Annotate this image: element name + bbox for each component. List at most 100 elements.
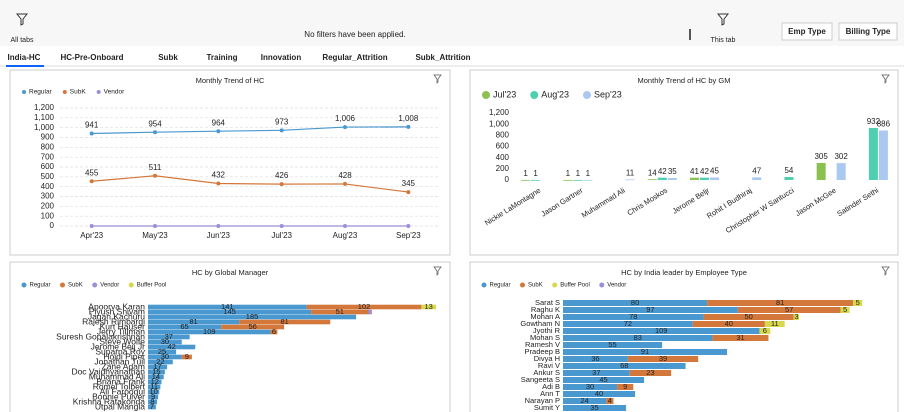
tab[interactable]: Innovation: [261, 53, 302, 62]
legend-marker: [599, 282, 605, 288]
chart-title: HC by India leader by Employee Type: [621, 268, 747, 277]
bar-segment: [606, 398, 614, 404]
y-tick-label: Adi B: [542, 382, 560, 391]
y-tick-label: 800: [41, 142, 55, 151]
filter-icon: [881, 74, 890, 84]
filter-icon[interactable]: [15, 13, 29, 26]
panel: [469, 69, 899, 256]
bar-segment: [563, 363, 686, 369]
y-tick-label: 600: [496, 142, 510, 151]
bar: [667, 178, 677, 180]
y-tick-label: Jerome Beij Jr: [91, 341, 145, 351]
filter-message: No filters have been applied.: [304, 30, 405, 39]
data-label: 941: [85, 121, 99, 130]
data-label: 37: [165, 332, 173, 341]
y-tick-label: Ankur S: [533, 368, 560, 377]
y-tick-label: 1,000: [489, 119, 510, 128]
all-tabs-label[interactable]: All tabs: [11, 37, 34, 44]
data-label: 81: [281, 317, 289, 326]
legend-marker: [481, 282, 487, 288]
data-label: 109: [655, 326, 668, 335]
y-tick-label: 400: [41, 182, 55, 191]
bar-segment: [148, 394, 159, 400]
chart-title: HC by Global Manager: [192, 268, 269, 277]
bar: [531, 179, 541, 181]
data-label: 97: [646, 305, 654, 314]
point: [279, 128, 284, 133]
y-tick-label: 200: [496, 164, 510, 173]
data-label: 345: [402, 179, 416, 188]
bar-segment: [563, 391, 636, 397]
bar-segment: [181, 354, 192, 360]
data-label: 886: [877, 120, 891, 129]
bar-segment: [148, 329, 271, 335]
legend-label: Regular: [490, 283, 511, 289]
data-label: 81: [776, 298, 784, 307]
y-tick-label: Jerry Tillman: [97, 326, 145, 336]
y-tick-label: Sarat S: [535, 298, 560, 307]
y-tick-label: Jonathan Tuil: [94, 356, 145, 366]
point: [216, 224, 221, 228]
filter-bar: [0, 0, 904, 46]
bar-segment: [368, 309, 372, 315]
y-tick-label: 1,100: [34, 113, 55, 122]
button[interactable]: [838, 22, 898, 41]
bar: [573, 179, 583, 181]
legend-marker: [92, 282, 98, 288]
tab[interactable]: HC-Pre-Onboard: [60, 53, 123, 62]
y-tick-label: 400: [496, 153, 510, 162]
bar-segment: [148, 399, 157, 405]
bar-segment: [563, 356, 628, 362]
data-label: 91: [641, 347, 649, 356]
this-tab-label[interactable]: This tab: [711, 37, 736, 44]
button-label[interactable]: Billing Type: [846, 27, 891, 36]
bar-segment: [692, 321, 765, 327]
tab[interactable]: Regular_Attrition: [322, 53, 387, 62]
bar-segment: [148, 349, 177, 355]
y-tick-label: 300: [41, 192, 55, 201]
data-label: 6: [272, 327, 276, 336]
y-tick-label: Pradeep B: [525, 347, 560, 356]
bar-segment: [712, 335, 769, 341]
filter-icon[interactable]: [716, 13, 730, 26]
data-label: 9: [623, 382, 627, 391]
bar-segment: [793, 314, 800, 320]
tab[interactable]: Subk_Attrition: [415, 53, 470, 62]
y-tick-label: 1,200: [489, 108, 510, 117]
y-tick-label: Sangeeta S: [521, 375, 560, 384]
bar: [583, 179, 593, 181]
data-label: 1: [566, 169, 571, 178]
bar-segment: [563, 349, 728, 355]
bar-segment: [563, 384, 618, 390]
x-tick-label: Jun'23: [207, 231, 231, 240]
data-label: 109: [203, 327, 216, 336]
y-tick-label: 1,000: [34, 123, 55, 132]
data-label: 10: [149, 387, 157, 396]
tab[interactable]: Subk: [158, 53, 178, 62]
data-label: 83: [634, 333, 642, 342]
legend-label: Buffer Pool: [137, 283, 167, 289]
point: [153, 173, 157, 178]
point: [279, 182, 284, 187]
tab[interactable]: Training: [206, 53, 237, 62]
y-tick-label: Narayan P: [525, 396, 560, 405]
y-tick-label: Doc Vaidhyanathan: [71, 366, 145, 376]
bar-segment: [148, 374, 164, 380]
legend-label: Vendor: [607, 283, 626, 289]
bar-segment: [148, 339, 182, 345]
bar-segment: [148, 324, 222, 330]
y-tick-label: 800: [496, 130, 510, 139]
tab[interactable]: India-HC: [8, 53, 41, 62]
y-tick-label: 0: [505, 175, 510, 184]
bar-segment: [148, 359, 173, 365]
y-tick-label: Krishna Ratakonda: [73, 396, 146, 406]
button-label[interactable]: Emp Type: [788, 27, 826, 36]
point: [406, 124, 411, 129]
bar-segment: [853, 300, 863, 306]
bar: [625, 179, 635, 181]
bar: [657, 177, 667, 180]
button[interactable]: [781, 22, 833, 41]
bar: [563, 179, 573, 181]
y-tick-label: 500: [41, 172, 55, 181]
bar-segment: [759, 328, 771, 334]
